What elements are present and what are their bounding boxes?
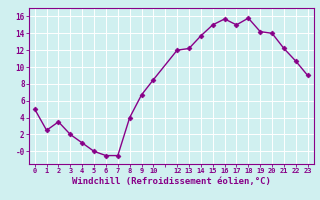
X-axis label: Windchill (Refroidissement éolien,°C): Windchill (Refroidissement éolien,°C)	[72, 177, 271, 186]
